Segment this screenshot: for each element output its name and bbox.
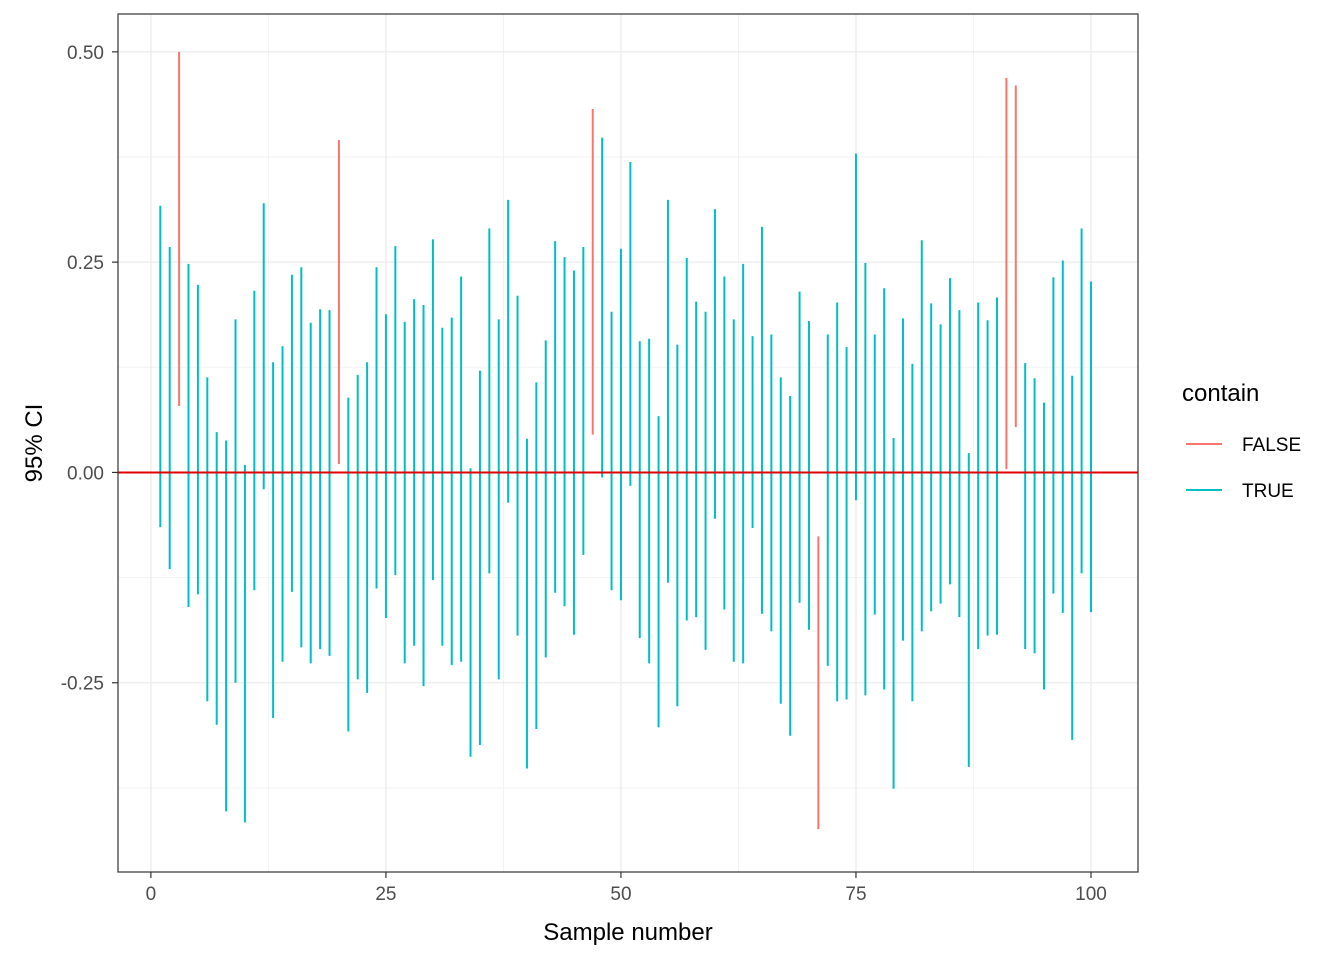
x-tick-label: 0	[146, 884, 157, 905]
x-tick-label: 100	[1075, 884, 1107, 905]
x-tick-label: 75	[845, 884, 866, 905]
x-axis: 0 25 50 75 100	[146, 872, 1107, 905]
panel-border	[117, 13, 1139, 873]
y-tick-label: 0.50	[67, 43, 104, 64]
legend: contain FALSE TRUE	[1182, 380, 1301, 502]
x-tick-label: 50	[610, 884, 631, 905]
x-axis-title: Sample number	[543, 919, 712, 946]
y-axis: 0.50 0.25 0.00 -0.25	[61, 43, 118, 695]
y-axis-title: 95% CI	[21, 404, 48, 483]
legend-title: contain	[1182, 380, 1259, 407]
grid-minor	[118, 14, 1138, 872]
legend-label-false: FALSE	[1242, 435, 1301, 456]
y-tick-label: -0.25	[61, 674, 104, 695]
x-tick-label: 25	[375, 884, 396, 905]
legend-label-true: TRUE	[1242, 481, 1294, 502]
interval-series	[159, 51, 1092, 830]
y-tick-label: 0.00	[67, 463, 104, 484]
y-tick-label: 0.25	[67, 253, 104, 274]
